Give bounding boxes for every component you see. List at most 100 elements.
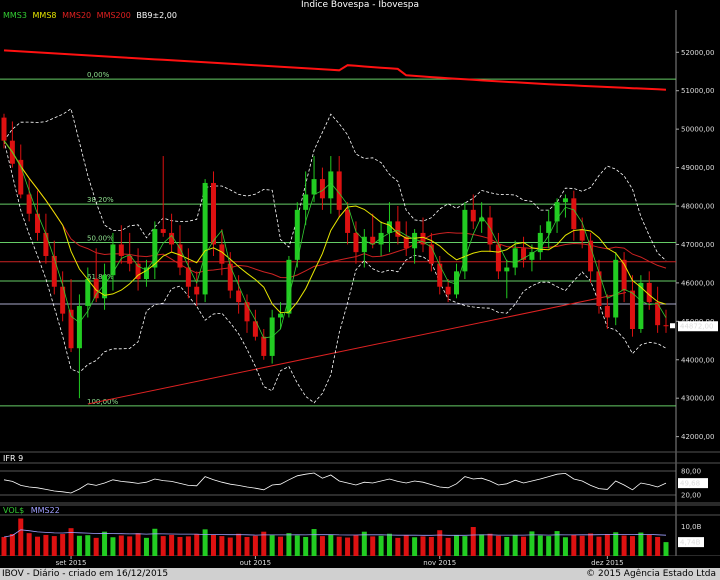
date-tick-label: set 2015 bbox=[56, 559, 87, 567]
volume-bar bbox=[345, 537, 351, 556]
candle-body bbox=[495, 244, 501, 272]
footer-bar: IBOV - Diário - criado em 16/12/2015 © 2… bbox=[0, 568, 720, 580]
chart-canvas: 52000,00 51000,00 50000,00 49000,00 48000,00… bbox=[0, 10, 720, 568]
date-tick-label: out 2015 bbox=[240, 559, 272, 567]
candle-body bbox=[219, 244, 225, 264]
volume-bar bbox=[629, 536, 635, 556]
volume-bar bbox=[311, 529, 317, 556]
volume-bar bbox=[177, 536, 183, 556]
candle-body bbox=[512, 248, 518, 268]
volume-bar bbox=[252, 535, 258, 556]
volume-bar bbox=[286, 533, 292, 556]
volume-bar bbox=[579, 535, 585, 556]
date-tick-label: dez 2015 bbox=[591, 559, 623, 567]
price-tick-label: 46000,00 bbox=[681, 279, 714, 287]
candle-body bbox=[185, 267, 191, 287]
fib-level-label: 61,80% bbox=[87, 273, 114, 281]
volume-bar bbox=[537, 535, 543, 556]
price-tick-label: 52000,00 bbox=[681, 49, 714, 57]
volume-bar bbox=[118, 535, 124, 556]
legend-mms200: MMS200 bbox=[96, 11, 131, 20]
candle-body bbox=[210, 182, 216, 245]
volume-bar bbox=[76, 535, 82, 556]
candle-body bbox=[445, 286, 451, 295]
candle-body bbox=[629, 290, 635, 330]
candle-body bbox=[437, 263, 443, 287]
volume-bar bbox=[1, 536, 7, 556]
candle-body bbox=[663, 325, 669, 327]
price-tick-label: 44000,00 bbox=[681, 356, 714, 364]
volume-value-label: 4,74B bbox=[680, 539, 701, 547]
price-tick-label: 47000,00 bbox=[681, 241, 714, 249]
candle-body bbox=[353, 232, 359, 253]
volume-bar bbox=[219, 536, 225, 556]
candle-body bbox=[386, 221, 392, 233]
candle-body bbox=[646, 282, 652, 303]
volume-bar bbox=[613, 532, 619, 556]
date-axis-area bbox=[0, 556, 720, 568]
volume-bar bbox=[487, 533, 493, 556]
candle-body bbox=[487, 217, 493, 245]
candle-body bbox=[102, 275, 108, 299]
candle-body bbox=[579, 229, 585, 241]
candle-body bbox=[118, 244, 124, 256]
candle-body bbox=[361, 236, 367, 253]
volume-bar bbox=[336, 536, 342, 556]
volume-bar bbox=[202, 529, 208, 556]
candle-body bbox=[60, 286, 66, 314]
fib-level-label: 38,20% bbox=[87, 196, 114, 204]
last-price-box bbox=[678, 321, 718, 332]
volume-label: VOL$ bbox=[3, 506, 25, 515]
volume-bar bbox=[227, 537, 233, 556]
volume-bar bbox=[353, 535, 359, 556]
legend-mms8: MMS8 bbox=[32, 11, 57, 20]
date-tick-label: nov 2015 bbox=[423, 559, 456, 567]
volume-bar bbox=[361, 531, 367, 556]
candle-body bbox=[336, 171, 342, 210]
volume-ma-line bbox=[3, 529, 667, 538]
volume-bar bbox=[294, 535, 300, 556]
fib-level-label: 100,00% bbox=[87, 398, 118, 406]
volume-bar bbox=[445, 537, 451, 556]
volume-bar bbox=[185, 536, 191, 556]
legend-mms20: MMS20 bbox=[62, 11, 92, 20]
candle-body bbox=[621, 259, 627, 291]
volume-bar bbox=[60, 534, 66, 556]
volume-bar bbox=[68, 528, 74, 556]
volume-bar bbox=[51, 536, 57, 556]
candle-body bbox=[51, 255, 57, 287]
candle-body bbox=[286, 259, 292, 314]
volume-bar bbox=[244, 536, 250, 556]
candle-body bbox=[604, 305, 610, 318]
volume-bar bbox=[110, 537, 116, 556]
volume-bar bbox=[604, 534, 610, 556]
volume-bar bbox=[18, 518, 24, 556]
candle-body bbox=[655, 302, 661, 326]
candle-body bbox=[278, 313, 284, 318]
candle-body bbox=[420, 232, 426, 245]
volume-bar bbox=[26, 533, 32, 556]
candle-body bbox=[521, 248, 527, 260]
candle-body bbox=[244, 302, 250, 322]
candle-body bbox=[76, 305, 82, 349]
volume-bar bbox=[210, 534, 216, 556]
footer-left: IBOV - Diário - criado em 16/12/2015 bbox=[2, 569, 169, 579]
volume-bar bbox=[462, 536, 468, 556]
candle-body bbox=[638, 282, 644, 330]
fib-level-label: 50,00% bbox=[87, 235, 114, 243]
volume-bar bbox=[370, 536, 376, 556]
volume-bar bbox=[85, 535, 91, 556]
candle-body bbox=[319, 179, 325, 199]
top-bar: Índice Bovespa - Ibovespa bbox=[0, 0, 720, 10]
candle-body bbox=[135, 263, 141, 280]
candle-body bbox=[1, 117, 7, 141]
candle-body bbox=[470, 209, 476, 222]
candle-body bbox=[328, 171, 334, 199]
volume-bar bbox=[504, 536, 510, 556]
volume-bar bbox=[102, 531, 108, 556]
candle-body bbox=[85, 279, 91, 306]
candle-body bbox=[378, 232, 384, 245]
ifr-tick-label: 80,00 bbox=[681, 468, 701, 476]
candle-body bbox=[35, 213, 41, 233]
candle-body bbox=[18, 159, 24, 195]
